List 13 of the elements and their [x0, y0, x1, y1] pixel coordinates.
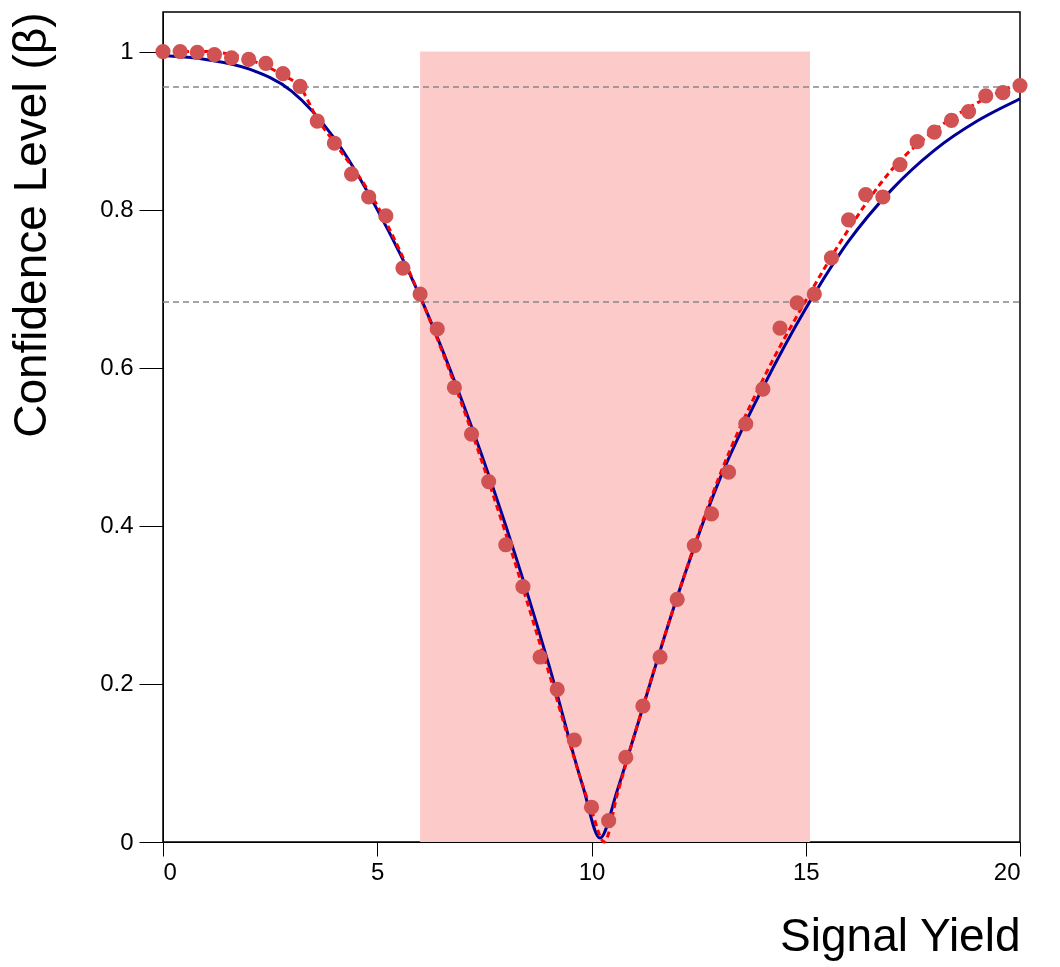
y-tick-label: 0.4 — [100, 511, 134, 539]
x-axis-title: Signal Yield — [780, 908, 1021, 961]
y-axis-title: Confidence Level (β) — [3, 12, 56, 438]
y-tick-label: 0.2 — [100, 669, 134, 697]
y-tick-label: 0 — [120, 827, 134, 855]
y-tick-label: 0.6 — [100, 353, 134, 381]
x-tick-label: 15 — [792, 857, 820, 885]
y-tick-label: 1 — [120, 37, 134, 65]
x-tick-label: 0 — [163, 857, 177, 885]
x-tick-label: 5 — [371, 857, 385, 885]
y-tick-label: 0.8 — [100, 195, 134, 223]
x-tick-label: 10 — [578, 857, 606, 885]
x-tick-label: 20 — [993, 857, 1021, 885]
